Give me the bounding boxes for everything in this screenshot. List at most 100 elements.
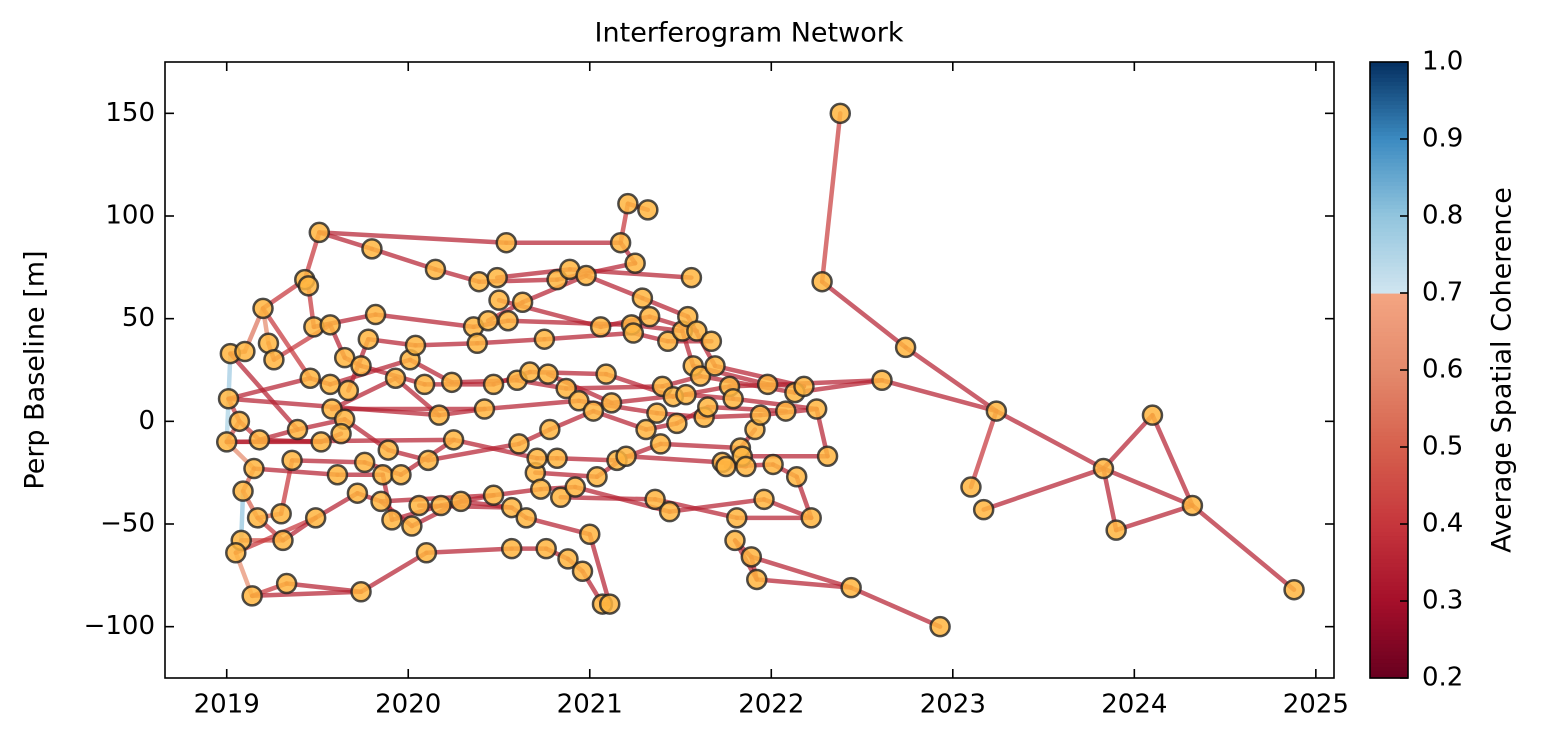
colorbar-tick-label: 0.2 xyxy=(1422,663,1463,693)
colorbar-slice xyxy=(1370,258,1408,263)
colorbar-slice xyxy=(1370,246,1408,252)
colorbar-slice xyxy=(1370,296,1408,302)
colorbar-slice xyxy=(1370,420,1408,425)
y-tick-label: 0 xyxy=(138,406,155,436)
colorbar-slice xyxy=(1370,343,1408,348)
edge xyxy=(749,554,854,590)
colorbar-slice xyxy=(1370,620,1408,625)
acquisition-node xyxy=(637,199,659,221)
colorbar-slice xyxy=(1370,635,1408,641)
colorbar-slice xyxy=(1370,316,1408,321)
acquisition-node xyxy=(248,429,271,451)
edge xyxy=(249,589,364,599)
colorbar-slice xyxy=(1370,239,1408,244)
colorbar-slice xyxy=(1370,254,1408,259)
colorbar-slice xyxy=(1370,269,1408,275)
colorbar-slice xyxy=(1370,73,1408,78)
colorbar-slice xyxy=(1370,493,1408,498)
edge xyxy=(968,408,999,490)
colorbar-slice xyxy=(1370,450,1408,456)
colorbar-slice xyxy=(1370,520,1408,525)
colorbar-slice xyxy=(1370,319,1408,325)
colorbar-slice xyxy=(1370,219,1408,225)
colorbar-slice xyxy=(1370,670,1408,675)
acquisition-node xyxy=(270,502,292,525)
colorbar-slice xyxy=(1370,266,1408,271)
colorbar-slice xyxy=(1370,373,1408,379)
colorbar-slice xyxy=(1370,142,1408,148)
colorbar-slice xyxy=(1370,516,1408,521)
colorbar-slice xyxy=(1370,227,1408,232)
acquisition-node xyxy=(631,287,654,309)
acquisition-node xyxy=(740,546,763,568)
colorbar-slice xyxy=(1370,231,1408,236)
acquisition-node xyxy=(526,447,548,470)
acquisition-node xyxy=(390,463,412,486)
edge xyxy=(819,279,908,350)
acquisition-node xyxy=(582,400,605,422)
colorbar-slice xyxy=(1370,204,1408,209)
colorbar: 0.2 0.3 0.4 0.5 0.6 0.7 0.8 0.9 1.0 xyxy=(1369,47,1463,693)
acquisition-node xyxy=(646,402,668,424)
acquisition-node xyxy=(225,541,247,564)
acquisition-node xyxy=(564,476,586,498)
colorbar-slice xyxy=(1370,85,1408,90)
acquisition-node xyxy=(263,348,285,371)
colorbar-slice xyxy=(1370,312,1408,317)
y-tick-label: −100 xyxy=(84,611,155,641)
acquisition-node xyxy=(689,365,712,387)
colorbar-slice xyxy=(1370,235,1408,240)
colorbar-slice xyxy=(1370,662,1408,668)
y-tick-label: 100 xyxy=(105,201,155,231)
colorbar-slice xyxy=(1370,547,1408,552)
colorbar-slice xyxy=(1370,631,1408,637)
acquisition-node xyxy=(840,576,862,599)
colorbar-slice xyxy=(1370,577,1408,583)
nodes xyxy=(215,102,1305,638)
edge xyxy=(358,550,429,595)
colorbar-slice xyxy=(1370,323,1408,329)
colorbar-slice xyxy=(1370,69,1408,75)
edge xyxy=(542,330,636,342)
colorbar-slice xyxy=(1370,262,1408,267)
edge xyxy=(317,230,509,245)
acquisition-node xyxy=(413,373,436,396)
acquisition-node xyxy=(1181,494,1204,517)
acquisition-node xyxy=(234,340,256,363)
acquisition-node xyxy=(415,541,438,564)
acquisition-node xyxy=(595,363,617,385)
colorbar-slice xyxy=(1370,150,1408,155)
acquisition-node xyxy=(829,102,852,125)
colorbar-slice xyxy=(1370,654,1408,660)
acquisition-node xyxy=(960,476,982,498)
x-tick-label: 2022 xyxy=(738,690,804,720)
colorbar-slice xyxy=(1370,439,1408,444)
colorbar-slice xyxy=(1370,127,1408,132)
acquisition-node xyxy=(450,490,472,513)
colorbar-slice xyxy=(1370,92,1408,98)
acquisition-node xyxy=(519,361,541,383)
colorbar-slice xyxy=(1370,651,1408,656)
acquisition-node xyxy=(805,398,828,420)
acquisition-node xyxy=(615,445,637,467)
acquisition-node xyxy=(473,398,496,420)
acquisition-node xyxy=(811,270,833,293)
edge xyxy=(1190,503,1297,592)
colorbar-slice xyxy=(1370,185,1408,190)
colorbar-slice xyxy=(1370,470,1408,475)
colorbar-slice xyxy=(1370,162,1408,167)
x-tick-label: 2023 xyxy=(920,690,986,720)
acquisition-node xyxy=(384,367,407,389)
colorbar-slice xyxy=(1370,543,1408,548)
acquisition-node xyxy=(571,560,594,582)
acquisition-node xyxy=(217,387,240,410)
colorbar-slice xyxy=(1370,293,1408,298)
acquisition-node xyxy=(929,615,951,638)
acquisition-node xyxy=(756,373,779,396)
acquisition-node xyxy=(871,369,893,392)
acquisition-node xyxy=(624,252,646,274)
colorbar-slice xyxy=(1370,674,1408,679)
colorbar-slice xyxy=(1370,358,1408,363)
acquisition-node xyxy=(568,390,590,412)
